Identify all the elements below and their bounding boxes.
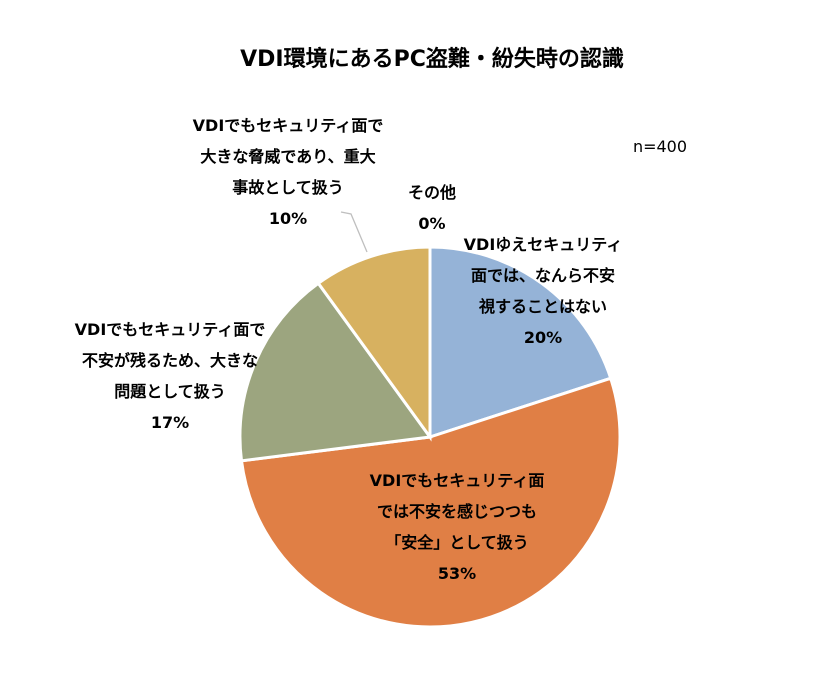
slice-category-line: 面では、なんら不安 [471,266,615,285]
chart-title: VDI環境にあるPC盗難・紛失時の認識 [240,46,624,72]
slice-category-line: 事故として扱う [232,178,344,197]
slice-label-1: VDIゆえセキュリティ面では、なんら不安視することはない 20% [464,235,623,347]
slice-category-line: 「安全」として扱う [385,533,529,552]
pie-slices [238,245,622,629]
pie-slice-1 [428,245,613,440]
slice-category-line: 大きな脅威であり、重大 [200,147,375,166]
pie-slice-4 [316,245,432,442]
slice-percent-label: 10% [269,209,307,228]
slice-labels: VDIゆえセキュリティ面では、なんら不安視することはない 20% VDIでもセキュリ… [75,116,623,583]
slice-label-3: VDIでもセキュリティ面で不安が残るため、大きな問題として扱う 17% [75,320,266,432]
slice-category-line: VDIゆえセキュリティ [464,235,623,254]
slice-percent-label: 0% [418,214,445,233]
slice-category-line: 視することはない [478,297,607,316]
pie-slice-2 [239,376,622,629]
slice-percent-label: 17% [151,413,189,432]
slice-percent-label: 53% [438,564,476,583]
slice-category-line: 問題として扱う [114,382,226,401]
slice-label-4: VDIでもセキュリティ面で大きな脅威であり、重大事故として扱う 10% [193,116,384,228]
leader-line-slice-4 [340,211,368,253]
slice-label-2: VDIでもセキュリティ面では不安を感じつつも「安全」として扱う 53% [370,471,545,583]
slice-category-line: VDIでもセキュリティ面で [193,116,384,135]
slice-label-5: その他 0% [408,183,456,233]
slice-category-line: 不安が残るため、大きな [82,351,258,370]
slice-category-line: VDIでもセキュリティ面 [370,471,545,490]
sample-size-note: n=400 [633,137,687,156]
pie-slice-3 [238,281,433,463]
slice-percent-label: 20% [524,328,562,347]
slice-category-line: その他 [408,183,456,202]
slice-category-line: では不安を感じつつも [377,502,537,521]
slice-category-line: VDIでもセキュリティ面で [75,320,266,339]
